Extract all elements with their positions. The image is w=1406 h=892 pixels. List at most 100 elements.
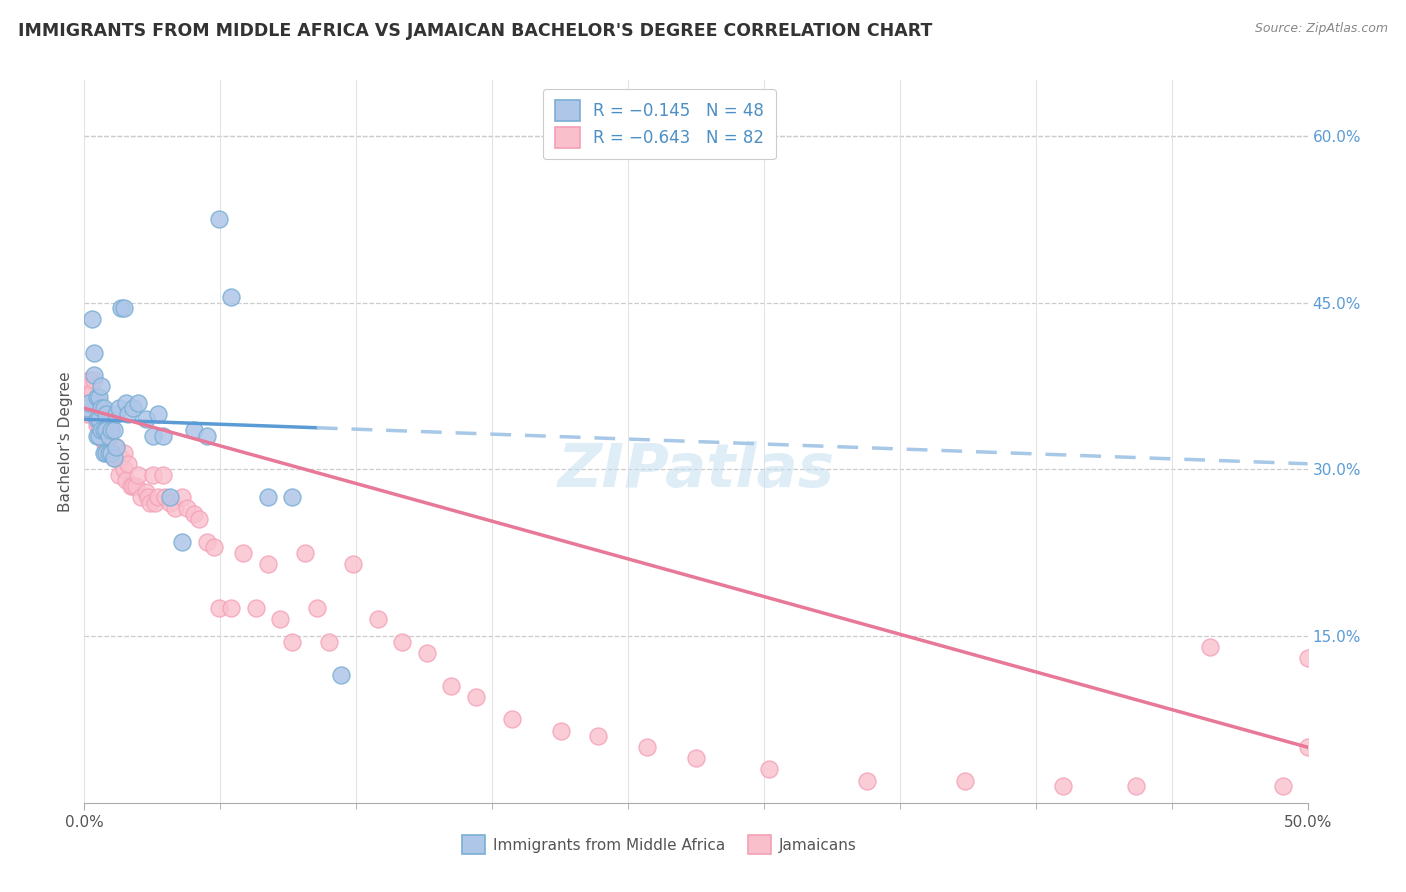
Point xyxy=(1272,779,1295,793)
Point xyxy=(90,401,112,416)
Point xyxy=(87,390,110,404)
Point xyxy=(1296,740,1319,755)
Point xyxy=(685,751,707,765)
Point xyxy=(269,612,291,626)
Point xyxy=(100,445,122,459)
Point xyxy=(440,679,463,693)
Point xyxy=(294,546,316,560)
Point xyxy=(367,612,389,626)
Point xyxy=(97,429,120,443)
Point xyxy=(464,690,486,705)
Point xyxy=(129,490,152,504)
Point xyxy=(97,445,120,459)
Point xyxy=(342,557,364,571)
Point xyxy=(80,384,103,399)
Point xyxy=(195,429,218,443)
Point xyxy=(80,407,103,421)
Point xyxy=(219,290,242,304)
Point xyxy=(90,424,112,438)
Point xyxy=(83,345,105,359)
Point xyxy=(135,484,157,499)
Point xyxy=(112,445,135,459)
Point xyxy=(77,395,100,409)
Point xyxy=(550,723,572,738)
Point xyxy=(1052,779,1074,793)
Point xyxy=(90,379,112,393)
Point xyxy=(183,507,205,521)
Point xyxy=(318,634,340,648)
Point xyxy=(153,490,176,504)
Point xyxy=(86,395,108,409)
Point xyxy=(257,490,280,504)
Point xyxy=(110,301,132,315)
Point xyxy=(136,490,159,504)
Point xyxy=(87,412,110,426)
Point xyxy=(90,401,112,416)
Point xyxy=(117,407,139,421)
Point xyxy=(103,451,125,466)
Point xyxy=(103,451,125,466)
Point xyxy=(586,729,609,743)
Point xyxy=(107,467,129,482)
Point xyxy=(87,417,110,432)
Point xyxy=(93,434,115,449)
Point xyxy=(93,412,115,426)
Point xyxy=(86,390,108,404)
Point xyxy=(93,401,115,416)
Point xyxy=(176,501,198,516)
Point xyxy=(1125,779,1147,793)
Point xyxy=(105,440,128,454)
Point xyxy=(127,467,149,482)
Point xyxy=(172,490,194,504)
Point xyxy=(76,379,98,393)
Point xyxy=(202,540,225,554)
Point xyxy=(80,312,103,326)
Point xyxy=(305,601,328,615)
Point xyxy=(416,646,439,660)
Point xyxy=(163,501,186,516)
Point xyxy=(120,479,142,493)
Point xyxy=(953,773,976,788)
Point xyxy=(142,429,165,443)
Text: Source: ZipAtlas.com: Source: ZipAtlas.com xyxy=(1254,22,1388,36)
Point xyxy=(83,373,105,387)
Point xyxy=(142,467,165,482)
Point xyxy=(502,713,524,727)
Point xyxy=(135,412,157,426)
Point xyxy=(87,429,110,443)
Point xyxy=(195,534,218,549)
Point xyxy=(125,479,148,493)
Legend: Immigrants from Middle Africa, Jamaicans: Immigrants from Middle Africa, Jamaicans xyxy=(456,830,862,860)
Point xyxy=(758,763,780,777)
Point xyxy=(208,601,231,615)
Point xyxy=(86,429,108,443)
Point xyxy=(245,601,267,615)
Point xyxy=(96,440,118,454)
Point xyxy=(76,407,98,421)
Point xyxy=(208,212,231,227)
Point xyxy=(122,479,145,493)
Point xyxy=(391,634,413,648)
Point xyxy=(117,457,139,471)
Text: ZIPatlas: ZIPatlas xyxy=(557,441,835,500)
Point xyxy=(1198,640,1220,655)
Y-axis label: Bachelor's Degree: Bachelor's Degree xyxy=(58,371,73,512)
Point xyxy=(219,601,242,615)
Point xyxy=(281,490,304,504)
Point xyxy=(96,407,118,421)
Point xyxy=(96,417,118,432)
Point xyxy=(139,496,162,510)
Point xyxy=(90,424,112,438)
Point xyxy=(107,451,129,466)
Point xyxy=(183,424,205,438)
Point xyxy=(159,490,181,504)
Point xyxy=(76,401,98,416)
Point xyxy=(103,424,125,438)
Text: IMMIGRANTS FROM MIDDLE AFRICA VS JAMAICAN BACHELOR'S DEGREE CORRELATION CHART: IMMIGRANTS FROM MIDDLE AFRICA VS JAMAICA… xyxy=(18,22,932,40)
Point xyxy=(100,445,122,459)
Point xyxy=(188,512,211,526)
Point xyxy=(100,424,122,438)
Point xyxy=(152,429,174,443)
Point xyxy=(96,424,118,438)
Point xyxy=(107,401,129,416)
